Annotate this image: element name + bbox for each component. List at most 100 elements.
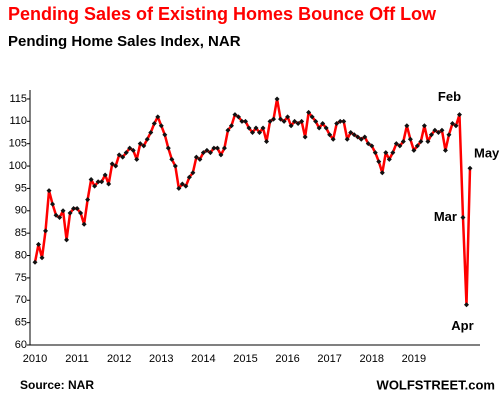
source: Source: NAR [20,378,94,392]
data-point [271,116,277,122]
data-point [32,259,38,265]
data-point [295,121,301,127]
data-point [123,150,129,156]
data-point [106,181,112,187]
data-point [449,121,455,127]
data-point [134,156,140,162]
data-point [362,134,368,140]
data-point [60,208,66,214]
data-point [225,127,231,133]
data-point [456,112,462,118]
data-point [162,132,168,138]
data-point [400,138,406,144]
y-tick-label: 70 [15,294,27,306]
data-point [463,302,469,308]
data-point [404,123,410,129]
y-tick-label: 65 [15,317,27,329]
data-point [435,130,441,135]
data-point [414,143,420,149]
x-tick-label: 2017 [317,353,341,365]
data-point [179,181,185,187]
data-point [81,221,87,227]
data-point [334,121,340,127]
data-point [137,141,143,147]
data-point [67,210,73,216]
data-point [330,136,336,142]
data-point [200,150,206,156]
data-point [446,132,452,138]
data-point [50,201,56,207]
chart-subtitle: Pending Home Sales Index, NAR [8,33,241,50]
data-point [186,174,192,180]
data-point [397,143,403,149]
data-point [288,123,294,129]
data-point [155,114,161,120]
data-point [327,132,333,138]
data-point [358,136,364,142]
data-point [120,154,126,160]
data-point [379,170,385,176]
data-point [442,147,448,153]
data-point [428,132,434,138]
data-point [221,145,227,151]
data-line [33,97,472,306]
data-point [432,127,438,133]
data-point [337,118,343,124]
data-point [172,163,178,169]
y-tick-label: 105 [9,138,27,150]
data-point [43,228,49,234]
data-point [144,136,150,142]
data-point [316,125,322,131]
data-point [169,156,175,162]
y-tick-label: 100 [9,160,27,172]
data-point [214,145,220,151]
data-point [302,134,308,140]
data-point [320,121,326,127]
data-point [64,237,70,243]
data-point [193,154,199,160]
data-point [151,121,157,127]
data-point [407,136,413,142]
data-point [176,185,182,191]
data-point [71,206,77,212]
data-point [264,138,270,144]
data-point [344,136,350,142]
data-point [183,183,189,189]
data-point [228,123,234,129]
data-point [141,143,147,149]
data-point [113,163,119,169]
chart-title: Pending Sales of Existing Homes Bounce O… [8,4,437,24]
annotation: May [474,146,500,161]
data-point [313,118,319,124]
data-point [253,125,259,131]
data-point [292,118,298,124]
y-tick-label: 85 [15,227,27,239]
x-tick-label: 2010 [23,353,47,365]
annotation: Feb [438,89,461,104]
y-tick-label: 95 [15,182,27,194]
data-point [393,141,399,147]
data-point [165,145,171,151]
data-point [190,170,196,176]
data-point [53,212,59,218]
data-point [57,215,63,220]
credit: WOLFSTREET.com [377,377,495,392]
data-point [78,210,84,216]
data-point [453,123,459,129]
data-point [439,127,445,133]
data-point [148,130,154,135]
data-point [207,150,213,156]
data-point [211,145,217,151]
data-point [204,147,210,153]
data-point [425,138,431,144]
data-point [74,206,80,212]
data-point [235,114,241,120]
data-point [348,130,354,135]
data-point [281,118,287,124]
data-point [460,215,466,220]
y-tick-label: 115 [9,93,27,105]
data-point [323,125,329,131]
data-point [239,118,245,124]
data-point [218,152,224,158]
data-point [85,197,91,203]
